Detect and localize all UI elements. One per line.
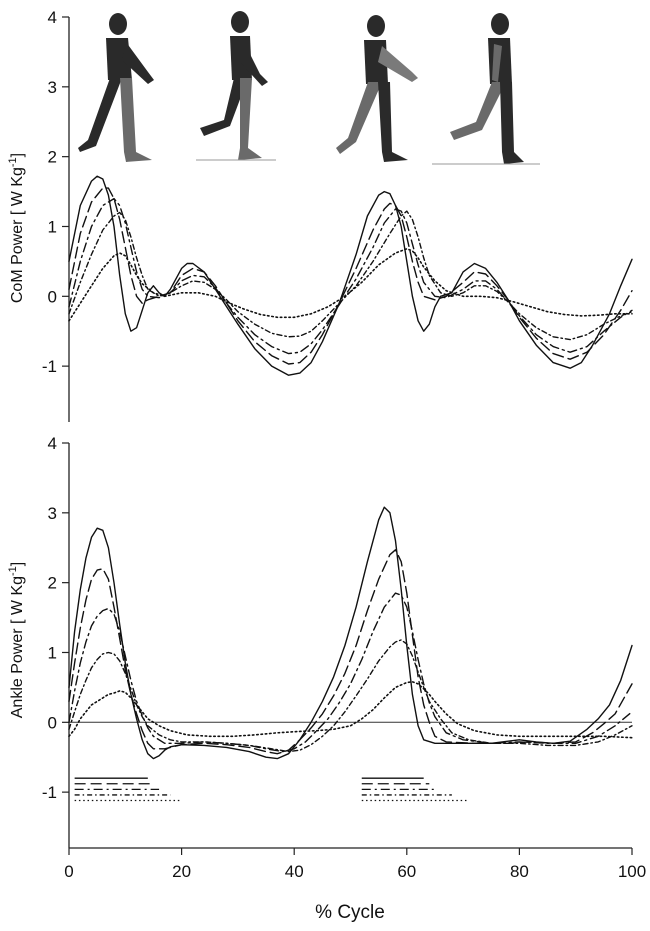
y-tick-label: 0	[48, 713, 57, 732]
y-tick-label: 3	[48, 504, 57, 523]
walker-icon	[336, 15, 418, 162]
y-tick-label: 2	[48, 574, 57, 593]
x-tick-label: 60	[397, 862, 416, 881]
y-tick-label: 0	[48, 287, 57, 306]
series-line-dash-dot-long	[68, 592, 633, 753]
y-tick-label: -1	[42, 357, 57, 376]
x-tick-label: 100	[618, 862, 646, 881]
series-line-dash-dot-long	[68, 197, 633, 355]
y-tick-label: 4	[48, 8, 57, 27]
walker-icon	[450, 13, 524, 164]
walker-icon	[78, 13, 154, 162]
series-line-dash-dot	[68, 210, 633, 341]
series-line-dotted	[68, 681, 633, 739]
y-tick-label: -1	[42, 783, 57, 802]
series-line-dotted	[68, 248, 633, 322]
x-tick-label: 80	[510, 862, 529, 881]
walking-silhouettes	[78, 11, 540, 165]
y-tick-label: 2	[48, 148, 57, 167]
y-axis-label: CoM Power [ W Kg-1]	[7, 153, 26, 303]
y-tick-label: 3	[48, 78, 57, 97]
series-line-dash-dot	[68, 639, 633, 753]
x-tick-label: 0	[64, 862, 73, 881]
x-tick-label: 20	[172, 862, 191, 881]
ankle-power-panel: -1 0 1 2 3 4 Ankle Power [ W Kg-1] 0 20 40 60 80 100	[7, 434, 646, 881]
com-power-panel: -1 0 1 2 3 4 CoM Power [ W Kg-1]	[7, 8, 633, 422]
series-line-long-dash	[68, 187, 633, 365]
y-axis-label: Ankle Power [ W Kg-1]	[7, 562, 26, 719]
walker-icon	[200, 11, 268, 160]
x-axis-label: % Cycle	[315, 902, 385, 923]
series-line-long-dash	[68, 549, 633, 755]
y-tick-label: 1	[48, 643, 57, 662]
series-line-solid	[68, 175, 633, 376]
series-line-solid	[68, 506, 633, 760]
y-tick-label: 1	[48, 217, 57, 236]
x-tick-label: 40	[285, 862, 304, 881]
y-tick-label: 4	[48, 434, 57, 453]
